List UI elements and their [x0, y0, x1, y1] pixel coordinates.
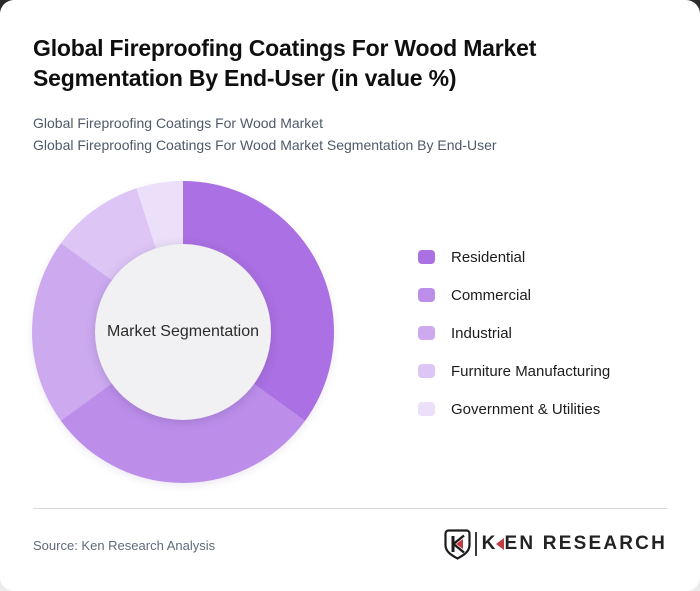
footer-divider — [33, 508, 667, 509]
legend-swatch — [418, 364, 435, 378]
legend-swatch — [418, 250, 435, 264]
logo-wordmark: K EN RESEARCH — [482, 533, 667, 555]
legend-swatch — [418, 288, 435, 302]
donut-chart: Market Segmentation — [32, 181, 334, 483]
donut-center-label: Market Segmentation — [106, 323, 260, 340]
legend-label: Furniture Manufacturing — [451, 362, 611, 380]
legend-item: Industrial — [418, 322, 610, 344]
shield-red-triangle — [455, 538, 463, 549]
donut-center: Market Segmentation — [95, 244, 271, 420]
subtitle-line-1: Global Fireproofing Coatings For Wood Ma… — [33, 115, 323, 131]
legend-label: Industrial — [451, 324, 512, 342]
logo-divider-bar — [474, 532, 477, 556]
legend-item: Furniture Manufacturing — [418, 360, 610, 382]
legend-item: Government & Utilities — [418, 398, 610, 420]
legend-label: Residential — [451, 248, 526, 266]
source-note: Source: Ken Research Analysis — [33, 538, 216, 553]
legend-label: Commercial — [451, 286, 532, 304]
legend-item: Commercial — [418, 284, 610, 306]
logo-letter-k: K — [481, 533, 498, 554]
subtitle-block: Global Fireproofing Coatings For Wood Ma… — [33, 112, 497, 156]
page-title: Global Fireproofing Coatings For Wood Ma… — [33, 35, 537, 91]
ken-research-logo: K EN RESEARCH — [443, 528, 667, 560]
legend-label: Government & Utilities — [451, 400, 601, 418]
logo-brand-rest: EN RESEARCH — [504, 533, 667, 554]
legend-swatch — [418, 402, 435, 416]
legend: Residential Commercial Industrial Furniture… — [418, 246, 610, 436]
ken-research-shield-icon — [443, 528, 471, 560]
legend-item: Residential — [418, 246, 610, 268]
legend-swatch — [418, 326, 435, 340]
subtitle-line-2: Global Fireproofing Coatings For Wood Ma… — [33, 137, 497, 153]
logo-red-triangle-icon — [495, 538, 504, 550]
